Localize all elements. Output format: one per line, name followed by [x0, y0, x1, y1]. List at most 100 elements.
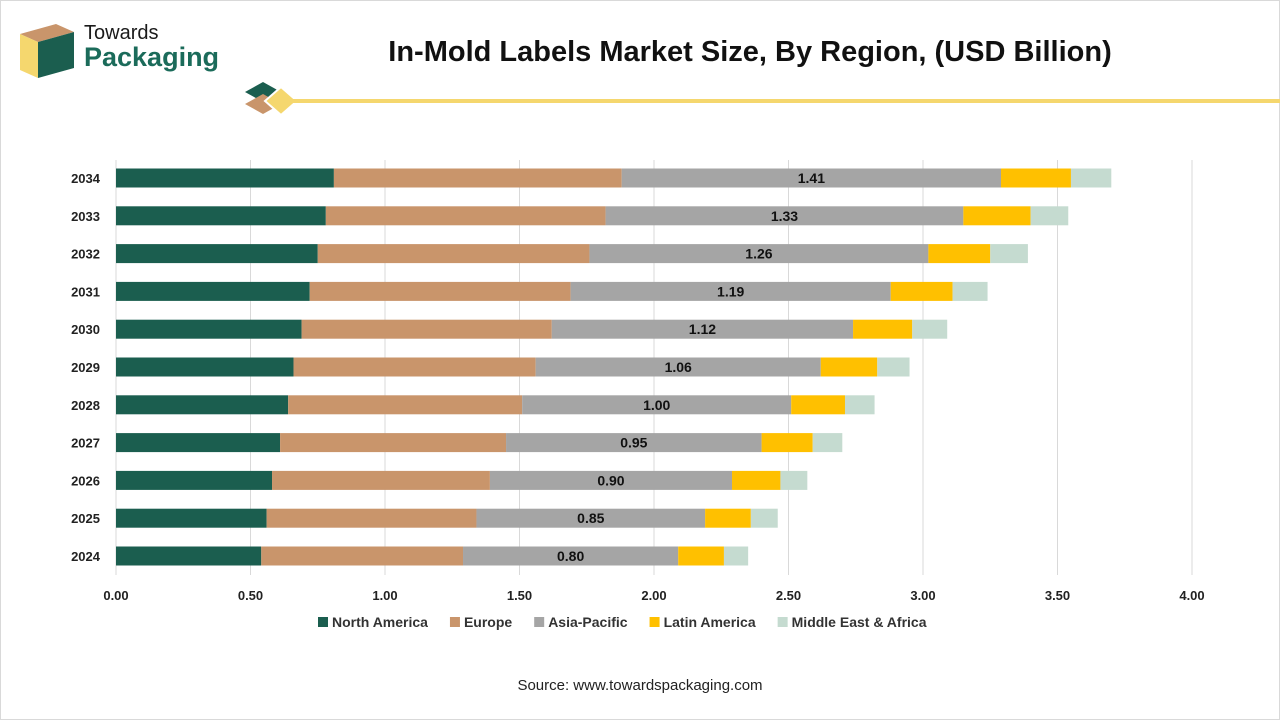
bar-segment-asia-pacific: [489, 470, 733, 490]
y-tick-label: 2027: [71, 436, 100, 451]
bar-segment-asia-pacific: [535, 357, 821, 377]
bar-segment-middle-east-africa: [723, 546, 749, 566]
y-tick-label: 2026: [71, 473, 100, 488]
legend-swatch: [777, 617, 788, 627]
data-label: 1.00: [643, 397, 670, 413]
bar-segment-middle-east-africa: [750, 508, 778, 528]
data-label: 0.80: [557, 548, 584, 564]
y-tick-label: 2029: [71, 360, 100, 375]
bar-segment-europe: [333, 168, 622, 188]
title-underline-decoration: [245, 82, 1280, 117]
legend-swatch: [449, 617, 460, 627]
bar-segment-middle-east-africa: [780, 470, 808, 490]
bar-segment-asia-pacific: [476, 508, 706, 528]
bar-segment-north-america: [116, 244, 318, 264]
y-tick-label: 2033: [71, 209, 100, 224]
bar-segment-middle-east-africa: [952, 281, 988, 301]
data-label: 1.06: [665, 359, 692, 375]
data-label: 1.12: [689, 321, 716, 337]
y-tick-label: 2025: [71, 511, 100, 526]
bar-segment-middle-east-africa: [1070, 168, 1112, 188]
y-tick-label: 2028: [71, 398, 100, 413]
bar-segment-latin-america: [678, 546, 724, 566]
bar-segment-latin-america: [761, 433, 813, 453]
bar-segment-europe: [272, 470, 490, 490]
bar-segment-north-america: [116, 319, 302, 339]
x-tick-label: 0.00: [103, 588, 128, 603]
bar-segment-north-america: [116, 546, 262, 566]
bar-segment-asia-pacific: [506, 433, 762, 453]
bar-segment-asia-pacific: [589, 244, 929, 264]
bar-segment-latin-america: [890, 281, 953, 301]
y-tick-label: 2031: [71, 284, 100, 299]
legend-label: Latin America: [664, 614, 756, 630]
bar-segment-north-america: [116, 357, 294, 377]
x-tick-label: 2.50: [776, 588, 801, 603]
y-tick-label: 2032: [71, 247, 100, 262]
y-tick-label: 2034: [71, 171, 101, 186]
bar-segment-middle-east-africa: [844, 395, 875, 415]
x-tick-label: 3.00: [910, 588, 935, 603]
x-tick-label: 2.00: [641, 588, 666, 603]
bar-segment-asia-pacific: [463, 546, 679, 566]
legend-label: Middle East & Africa: [792, 614, 927, 630]
bar-segment-north-america: [116, 281, 310, 301]
x-tick-label: 4.00: [1179, 588, 1204, 603]
data-label: 0.95: [620, 435, 647, 451]
bar-segment-asia-pacific: [551, 319, 854, 339]
bar-segment-latin-america: [732, 470, 781, 490]
source-note: Source: www.towardspackaging.com: [517, 677, 763, 694]
bar-segment-asia-pacific: [605, 206, 964, 226]
bar-segment-europe: [325, 206, 606, 226]
bar-segment-north-america: [116, 206, 326, 226]
legend-label: Europe: [464, 614, 512, 630]
bar-segment-europe: [293, 357, 536, 377]
y-tick-label: 2030: [71, 322, 100, 337]
bar-segment-north-america: [116, 168, 334, 188]
bar-segment-middle-east-africa: [1030, 206, 1069, 226]
brand-line2: Packaging: [84, 42, 220, 72]
bar-segment-europe: [280, 433, 507, 453]
legend-swatch: [318, 617, 328, 627]
x-tick-label: 0.50: [238, 588, 263, 603]
bar-segment-asia-pacific: [570, 281, 891, 301]
legend-swatch: [534, 617, 545, 627]
bar-segment-middle-east-africa: [812, 433, 843, 453]
bar-segment-middle-east-africa: [912, 319, 948, 339]
box-logo-icon: [20, 24, 74, 78]
data-label: 1.26: [745, 246, 772, 262]
brand-logo: Towards Packaging: [18, 22, 238, 82]
x-tick-label: 1.00: [372, 588, 397, 603]
bar-segment-europe: [261, 546, 464, 566]
bar-segment-middle-east-africa: [877, 357, 910, 377]
y-tick-label: 2024: [71, 549, 101, 564]
bar-segment-europe: [301, 319, 552, 339]
bar-segment-europe: [317, 244, 590, 264]
bar-segment-latin-america: [928, 244, 991, 264]
bar-segment-latin-america: [791, 395, 845, 415]
bar-segment-middle-east-africa: [990, 244, 1028, 264]
legend-swatch: [649, 617, 660, 627]
bar-segment-latin-america: [853, 319, 913, 339]
chart-title: In-Mold Labels Market Size, By Region, (…: [388, 36, 1112, 68]
data-label: 1.33: [771, 208, 798, 224]
data-label: 0.90: [597, 472, 624, 488]
data-label: 0.85: [577, 510, 604, 526]
data-label: 1.19: [717, 283, 744, 299]
legend-label: Asia-Pacific: [548, 614, 628, 630]
bar-segment-north-america: [116, 395, 289, 415]
bar-segment-europe: [288, 395, 523, 415]
bar-segment-north-america: [116, 433, 281, 453]
bar-segment-latin-america: [963, 206, 1031, 226]
x-tick-label: 1.50: [507, 588, 532, 603]
bar-segment-asia-pacific: [522, 395, 792, 415]
bar-segment-latin-america: [705, 508, 751, 528]
bar-segment-asia-pacific: [621, 168, 1002, 188]
stacked-bar-chart: 0.00 0.50 1.00 1.50 2.00 2.50 3.00 3.50 4.00 2024…: [71, 160, 1205, 630]
brand-line1: Towards: [84, 22, 159, 44]
x-tick-label: 3.50: [1045, 588, 1070, 603]
bar-segment-europe: [309, 281, 571, 301]
bar-segment-latin-america: [820, 357, 878, 377]
bar-segment-north-america: [116, 470, 273, 490]
legend-label: North America: [332, 614, 428, 630]
